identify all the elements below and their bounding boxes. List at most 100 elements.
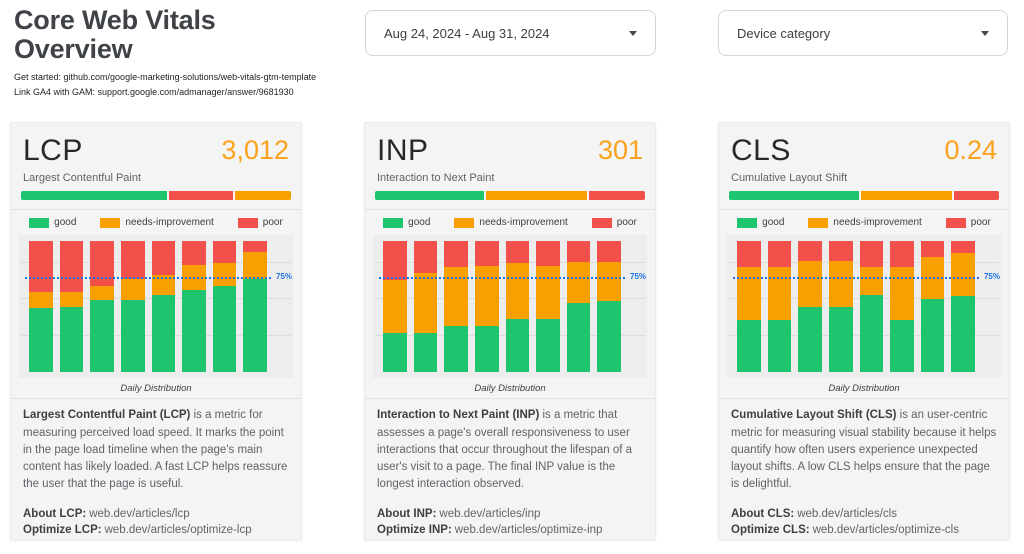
optimize-label: Optimize INP: <box>377 524 452 537</box>
poor-segment <box>120 241 145 280</box>
legend-label: poor <box>262 217 283 229</box>
legend-label: needs-improvement <box>479 217 568 229</box>
daily-distribution-label: Daily Distribution <box>828 383 900 395</box>
description-lead: Largest Contentful Paint (LCP) <box>23 409 191 422</box>
about-link: About CLS: web.dev/articles/cls <box>731 506 997 523</box>
daily-bar <box>890 241 914 373</box>
optimize-link: Optimize LCP: web.dev/articles/optimize-l… <box>23 522 289 539</box>
good-segment <box>474 326 499 373</box>
daily-bar <box>243 241 267 373</box>
card-header: LCP 3,012 <box>11 123 301 167</box>
resource-links: About CLS: web.dev/articles/cls Optimize … <box>719 494 1009 539</box>
metric-description: Cumulative Layout Shift (CLS) is an user… <box>719 399 1009 493</box>
date-range-value: Aug 24, 2024 - Aug 31, 2024 <box>384 25 550 41</box>
device-category-filter[interactable]: Device category <box>718 10 1008 56</box>
metric-subtitle: Cumulative Layout Shift <box>731 172 848 184</box>
ref-line-label: 75% <box>983 272 1000 282</box>
needs-improvement-segment <box>828 260 853 307</box>
poor-segment <box>59 241 84 293</box>
needs-improvement-segment <box>59 292 84 307</box>
good-segment <box>505 318 530 373</box>
needs-improvement-segment <box>474 266 499 327</box>
needs-improvement-segment <box>597 262 621 302</box>
poor-segment <box>444 241 468 268</box>
daily-bar <box>597 241 621 373</box>
daily-distribution-label: Daily Distribution <box>120 383 192 395</box>
poor-segment <box>536 241 560 267</box>
link-ga4-line: Link GA4 with GAM: support.google.com/ad… <box>14 87 294 98</box>
good-segment <box>59 306 84 373</box>
divider <box>365 398 655 400</box>
cls-daily-distribution-chart: 75% <box>727 235 1001 379</box>
good-segment <box>444 326 468 373</box>
poor-segment <box>243 241 267 252</box>
needs-improvement-segment <box>29 292 53 309</box>
poor-segment <box>90 241 114 286</box>
optimize-link: Optimize INP: web.dev/articles/optimize-i… <box>377 522 643 539</box>
divider <box>11 209 301 211</box>
description-text: is a metric that assesses a page's overa… <box>377 409 633 491</box>
good-segment <box>90 300 114 373</box>
needs-improvement-summary-segment <box>235 191 291 201</box>
poor-segment <box>182 241 206 265</box>
optimize-label: Optimize LCP: <box>23 524 102 537</box>
legend-item-good: good <box>383 217 430 228</box>
metric-value: 0.24 <box>944 135 997 165</box>
needs-improvement-segment <box>859 267 884 295</box>
good-segment <box>151 294 176 373</box>
good-segment <box>243 279 267 373</box>
good-swatch <box>383 217 404 228</box>
good-segment <box>951 296 975 373</box>
poor-summary-segment <box>169 191 234 201</box>
resource-links: About INP: web.dev/articles/inp Optimize … <box>365 494 655 539</box>
needs-improvement-summary-segment <box>486 191 588 201</box>
cls-summary-stacked-bar <box>729 191 999 201</box>
card-header: INP 301 <box>365 123 655 167</box>
daily-bar <box>505 241 530 373</box>
good-segment <box>597 301 621 373</box>
poor-segment <box>474 241 499 267</box>
poor-segment <box>798 241 822 261</box>
ref-line-75 <box>733 277 979 280</box>
card-header: CLS 0.24 <box>719 123 1009 167</box>
about-url: web.dev/articles/inp <box>439 507 541 520</box>
needs-improvement-summary-segment <box>861 191 952 201</box>
good-segment <box>413 333 438 373</box>
poor-segment <box>890 241 914 268</box>
metric-name: INP <box>377 134 429 167</box>
poor-segment <box>566 241 591 263</box>
page-title: Core Web Vitals Overview <box>14 5 216 64</box>
needs-improvement-segment <box>767 267 792 320</box>
legend-label: poor <box>616 217 637 229</box>
metric-value: 301 <box>597 135 643 165</box>
daily-bar <box>859 241 884 373</box>
date-range-filter[interactable]: Aug 24, 2024 - Aug 31, 2024 <box>365 10 656 56</box>
poor-summary-segment <box>953 191 999 201</box>
chevron-down-icon <box>629 30 637 36</box>
poor-swatch <box>237 217 258 228</box>
needs-improvement-segment <box>413 272 438 334</box>
poor-segment <box>212 241 237 264</box>
optimize-label: Optimize CLS: <box>731 524 810 537</box>
legend-label: good <box>408 217 431 229</box>
poor-segment <box>151 241 176 276</box>
daily-bars <box>737 241 975 373</box>
legend-label: poor <box>970 217 991 229</box>
resource-links: About LCP: web.dev/articles/lcp Optimize … <box>11 494 301 539</box>
about-link: About INP: web.dev/articles/inp <box>377 506 643 523</box>
description-lead: Cumulative Layout Shift (CLS) <box>731 409 897 422</box>
daily-bar <box>383 241 407 373</box>
inp-daily-distribution-chart: 75% <box>373 235 647 379</box>
poor-summary-segment <box>589 191 645 201</box>
divider <box>365 209 655 211</box>
poor-segment <box>383 241 407 281</box>
legend-item-poor: poor <box>591 217 637 229</box>
about-url: web.dev/articles/lcp <box>89 507 190 520</box>
optimize-url: web.dev/articles/optimize-lcp <box>104 524 252 537</box>
needs-improvement-segment <box>798 260 822 307</box>
needs-improvement-swatch <box>808 217 829 228</box>
daily-bar <box>737 241 761 373</box>
needs-improvement-segment <box>243 251 267 280</box>
description-text: is an user-centric metric for measuring … <box>731 409 997 491</box>
poor-segment <box>413 241 438 273</box>
